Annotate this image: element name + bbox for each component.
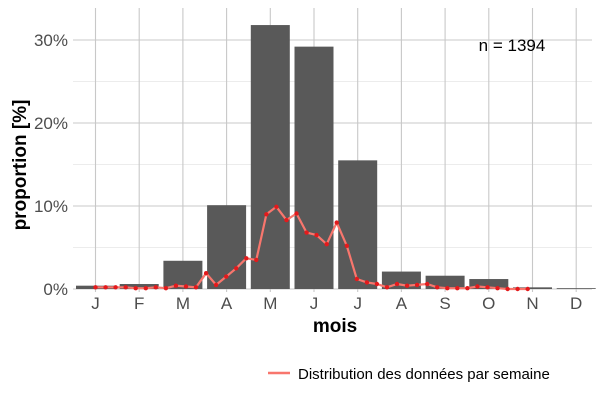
bar-m-2 [163, 260, 203, 289]
bar-m-4 [250, 25, 290, 290]
weekly-point [123, 285, 128, 290]
y-tick-label: 30% [34, 31, 68, 50]
x-axis-title: mois [313, 316, 357, 337]
weekly-point [394, 281, 400, 287]
x-tick-label: J [310, 294, 319, 313]
legend: Distribution des données par semaine [268, 366, 550, 383]
bar-j-5 [294, 46, 334, 289]
weekly-point [193, 285, 199, 290]
weekly-point [475, 284, 480, 289]
weekly-point [274, 204, 279, 209]
bar-d-11 [556, 288, 596, 289]
x-tick-label: S [439, 294, 450, 313]
weekly-point [304, 230, 309, 235]
weekly-point [425, 281, 430, 287]
weekly-line [93, 204, 530, 292]
x-tick-label: M [176, 294, 190, 313]
sample-size-annotation: n = 1394 [479, 36, 546, 55]
bar-f-1 [119, 284, 159, 289]
weekly-point [435, 285, 440, 290]
weekly-point [103, 285, 108, 290]
weekly-point [334, 220, 339, 225]
weekly-point [455, 286, 460, 291]
y-tick-labels: 0% 10% 20% 30% [34, 31, 68, 299]
weekly-point [525, 286, 530, 292]
legend-label: Distribution des données par semaine [298, 366, 550, 383]
bar-n-10 [513, 287, 552, 289]
weekly-point [505, 286, 510, 292]
x-tick-label: D [570, 294, 582, 313]
weekly-point [465, 286, 470, 291]
x-tick-label: F [134, 294, 144, 313]
weekly-point [515, 286, 520, 292]
weekly-point [414, 282, 420, 288]
weekly-point [364, 280, 370, 285]
x-tick-label: A [221, 294, 233, 313]
y-axis-title: proportion [%] [10, 100, 31, 231]
weekly-point [153, 285, 158, 290]
weekly-point [163, 286, 169, 291]
x-tick-label: J [353, 294, 362, 313]
weekly-point [113, 285, 118, 290]
weekly-point [264, 212, 269, 217]
x-tick-label: M [263, 294, 277, 313]
weekly-point [344, 243, 349, 248]
weekly-point [254, 257, 259, 263]
weekly-point [173, 283, 179, 288]
weekly-point [93, 285, 98, 290]
bar-j-6 [338, 160, 378, 289]
weekly-point [404, 283, 410, 288]
weekly-point [324, 242, 329, 247]
weekly-point [445, 286, 450, 291]
weekly-point [143, 286, 148, 291]
y-tick-label: 10% [34, 197, 68, 216]
weekly-point [314, 232, 319, 238]
weekly-point [374, 281, 380, 287]
weekly-point [284, 217, 289, 223]
weekly-point [294, 211, 299, 216]
weekly-point [133, 286, 138, 291]
x-tick-label: N [526, 294, 538, 313]
weekly-point [203, 271, 209, 276]
x-tick-label: A [396, 294, 408, 313]
weekly-point [224, 274, 229, 279]
weekly-point [495, 286, 500, 291]
weekly-point [234, 266, 239, 271]
y-tick-label: 0% [43, 280, 68, 299]
weekly-point [244, 256, 249, 261]
bar-o-9 [469, 279, 509, 289]
weekly-point [183, 284, 189, 289]
weekly-point [384, 285, 390, 290]
weekly-point [213, 282, 219, 288]
x-tick-label: J [91, 294, 100, 313]
y-tick-label: 20% [34, 114, 68, 133]
weekly-point [354, 276, 359, 282]
weekly-point [485, 285, 490, 290]
x-tick-label: O [482, 294, 495, 313]
